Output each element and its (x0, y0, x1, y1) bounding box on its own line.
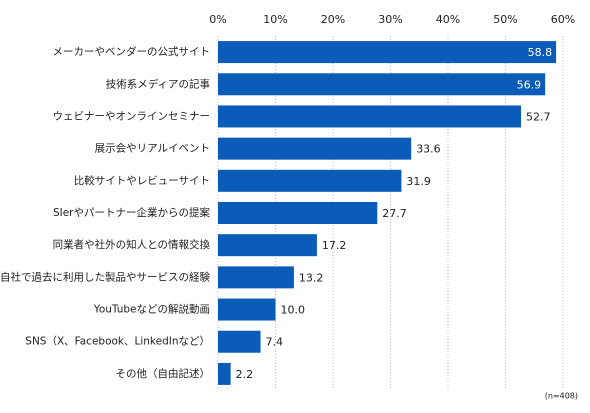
bar (218, 73, 546, 96)
bar (218, 266, 294, 289)
bar (218, 330, 261, 353)
x-tick-label: 30% (378, 13, 402, 26)
bar (218, 234, 317, 257)
sample-note: (n=408) (545, 392, 578, 401)
value-label: 52.7 (526, 110, 551, 123)
y-tick-label: 展示会やリアルイベント (95, 142, 210, 155)
value-label: 2.2 (236, 368, 254, 381)
y-tick-label: 技術系メディアの記事 (106, 77, 211, 90)
x-tick-label: 40% (436, 13, 460, 26)
value-label: 31.9 (406, 175, 431, 188)
bar (218, 137, 412, 160)
value-label: 7.4 (266, 336, 284, 349)
value-label: 33.6 (416, 143, 441, 156)
value-label: 58.8 (528, 46, 553, 59)
x-tick-label: 60% (551, 13, 575, 26)
bar (218, 202, 378, 224)
x-tick-label: 0% (209, 13, 226, 26)
value-label: 56.9 (517, 78, 542, 91)
y-tick-label: 自社で過去に利用した製品やサービスの経験 (0, 270, 210, 283)
y-tick-label: その他（自由記述） (116, 367, 211, 380)
y-tick-label: ウェビナーやオンラインセミナー (53, 110, 211, 122)
bar (218, 105, 522, 128)
x-tick-label: 20% (321, 13, 345, 26)
value-label: 17.2 (322, 239, 347, 252)
y-tick-label: SNS（X、Facebook、LinkedInなど） (25, 336, 210, 348)
y-tick-label: 同業者や社外の知人との情報交換 (53, 238, 211, 251)
value-label: 27.7 (382, 207, 407, 220)
bar (218, 169, 402, 192)
value-label: 10.0 (281, 304, 306, 317)
value-label: 13.2 (299, 271, 324, 284)
y-tick-label: SIerやパートナー企業からの提案 (53, 206, 211, 219)
x-tick-label: 10% (263, 13, 287, 26)
y-tick-label: YouTubeなどの解説動画 (93, 303, 210, 316)
y-tick-label: 比較サイトやレビューサイト (74, 174, 210, 187)
y-tick-label: メーカーやベンダーの公式サイト (53, 45, 211, 58)
bar (218, 41, 557, 64)
bar (218, 362, 231, 385)
x-tick-label: 50% (493, 13, 517, 26)
bar (218, 298, 276, 321)
